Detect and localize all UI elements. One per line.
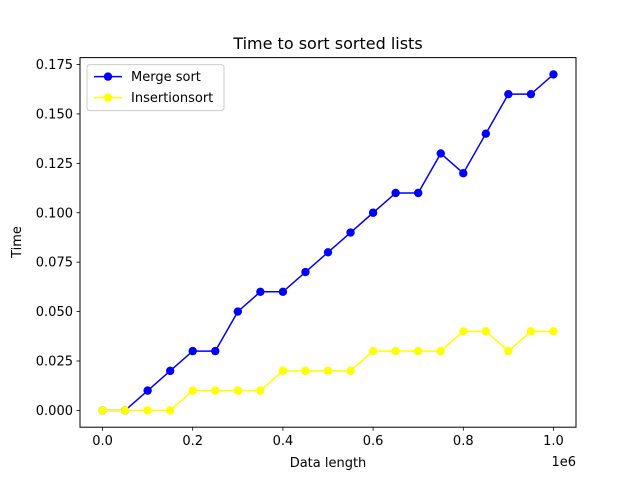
x-axis-label: Data length — [290, 456, 367, 471]
data-point — [481, 327, 491, 336]
series-layer — [98, 70, 558, 415]
data-point — [211, 346, 220, 356]
y-tick-label: 0.000 — [36, 404, 73, 419]
data-point — [346, 366, 355, 376]
y-tick-label: 0.050 — [36, 305, 73, 320]
data-point — [188, 386, 197, 395]
data-point — [549, 70, 558, 79]
x-tick-label: 0.2 — [182, 434, 203, 449]
data-point — [413, 346, 423, 356]
data-point — [481, 129, 491, 138]
data-point — [459, 327, 468, 336]
x-tick-label: 0.6 — [363, 434, 384, 449]
data-point — [436, 346, 445, 356]
plot-frame — [79, 57, 577, 428]
data-point — [120, 406, 130, 415]
y-tick-label: 0.175 — [36, 58, 73, 73]
data-point — [504, 89, 513, 99]
data-point — [368, 346, 378, 356]
data-point — [233, 307, 243, 316]
legend-label: Merge sort — [131, 70, 201, 85]
legend-marker — [103, 93, 113, 102]
data-point — [278, 366, 288, 376]
data-point — [301, 267, 310, 277]
y-axis-label: Time — [10, 226, 25, 259]
data-point — [143, 406, 152, 415]
x-axis: 0.0 0.2 0.4 0.6 0.8 1.0 — [92, 427, 564, 449]
y-tick-label: 0.125 — [36, 157, 73, 172]
data-point — [323, 366, 333, 376]
data-point — [549, 327, 558, 336]
data-point — [459, 169, 468, 178]
data-point — [436, 149, 445, 158]
data-point — [323, 248, 333, 257]
data-point — [211, 386, 220, 395]
data-point — [188, 346, 197, 356]
legend-marker — [103, 72, 113, 81]
x-tick-label: 0.4 — [273, 434, 294, 449]
data-point — [165, 366, 175, 376]
data-point — [165, 406, 175, 415]
y-tick-label: 0.100 — [36, 206, 73, 221]
data-point — [256, 386, 265, 395]
data-point — [256, 287, 265, 297]
data-point — [301, 366, 310, 376]
data-point — [233, 386, 243, 395]
y-tick-label: 0.075 — [36, 256, 73, 271]
data-point — [391, 188, 400, 198]
legend: Merge sort Insertionsort — [86, 64, 225, 112]
y-tick-label: 0.025 — [36, 354, 73, 369]
data-point — [368, 208, 378, 217]
x-tick-label: 0.0 — [92, 434, 113, 449]
chart-title: Time to sort sorted lists — [232, 34, 422, 53]
legend-label: Insertionsort — [131, 91, 213, 106]
x-tick-label: 1.0 — [543, 434, 564, 449]
data-point — [143, 386, 152, 395]
data-point — [526, 89, 536, 99]
data-point — [391, 346, 400, 356]
data-point — [346, 228, 355, 237]
y-axis: 0.000 0.025 0.050 0.075 0.100 0.125 0.150 0.175 — [36, 58, 80, 419]
y-tick-label: 0.150 — [36, 107, 73, 122]
data-point — [278, 287, 288, 297]
x-offset-label: 1e6 — [551, 455, 576, 470]
data-point — [504, 346, 513, 356]
data-point — [98, 406, 107, 415]
x-tick-label: 0.8 — [453, 434, 474, 449]
data-point — [413, 188, 423, 198]
data-point — [526, 327, 536, 336]
